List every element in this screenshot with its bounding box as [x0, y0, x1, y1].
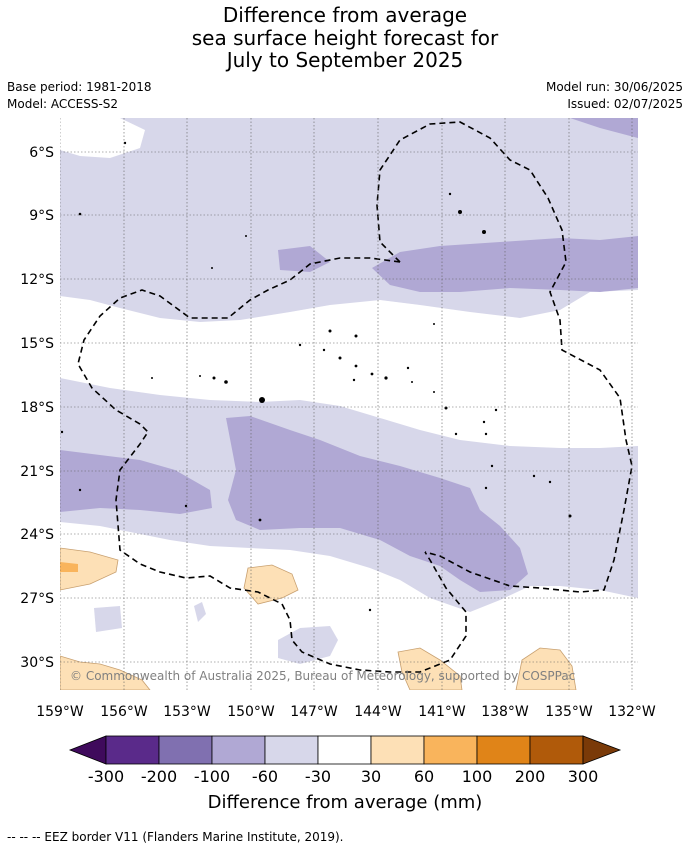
copyright-notice: © Commonwealth of Australia 2025, Bureau… [70, 669, 576, 683]
eez-borders [77, 121, 633, 673]
colorbar [68, 735, 622, 765]
base-period: Base period: 1981-2018 [7, 80, 152, 94]
colorbar-segment [423, 735, 478, 765]
issued-date: Issued: 02/07/2025 [567, 97, 683, 111]
colorbar-segment [264, 735, 319, 765]
map-plot-area [60, 118, 638, 690]
lon-label: 156°W [100, 704, 148, 720]
colorbar-segment [158, 735, 213, 765]
title-line-3: July to September 2025 [226, 48, 464, 72]
title-line-1: Difference from average [222, 3, 468, 27]
lon-label: 153°W [163, 704, 211, 720]
colorbar-tick: 200 [514, 767, 546, 786]
colorbar-extend-min [68, 735, 107, 765]
lon-label: 144°W [354, 704, 402, 720]
lat-label: 12°S [20, 272, 54, 288]
colorbar-segment [370, 735, 425, 765]
colorbar-tick: -30 [304, 767, 332, 786]
title-line-2: sea surface height forecast for [191, 25, 499, 50]
colorbar-tick: -200 [140, 767, 178, 786]
anomaly-medium-north [372, 236, 638, 292]
lon-label: 147°W [290, 704, 338, 720]
anomaly-positive-west [60, 547, 119, 591]
longitude-labels: 159°W 156°W 153°W 150°W 147°W 144°W 141°… [36, 704, 656, 720]
lon-label: 141°W [418, 704, 466, 720]
grid-lines [60, 118, 638, 690]
colorbar-tick: 60 [413, 767, 435, 786]
lat-label: 18°S [20, 400, 54, 416]
colorbar-segment [211, 735, 266, 765]
colorbar-tick: -300 [87, 767, 125, 786]
latitude-labels: 6°S 9°S 12°S 15°S 18°S 21°S 24°S 27°S 30… [20, 145, 54, 671]
colorbar-segment [317, 735, 372, 765]
lat-label: 6°S [29, 145, 54, 161]
lon-label: 150°W [227, 704, 275, 720]
colorbar-title: Difference from average (mm) [207, 792, 483, 813]
model-run: Model run: 30/06/2025 [545, 80, 683, 94]
meta-left: Base period: 1981-2018 Model: ACCESS-S2 [7, 79, 152, 113]
colorbar-tick: -100 [193, 767, 231, 786]
colorbar-tick: 300 [567, 767, 599, 786]
islands [60, 141, 572, 612]
colorbar-extend-max [582, 735, 622, 765]
lat-label: 21°S [20, 464, 54, 480]
colorbar-segment [529, 735, 584, 765]
lon-label: 135°W [545, 704, 593, 720]
colorbar-segment [105, 735, 160, 765]
lat-label: 30°S [20, 655, 54, 671]
colorbar-tick: 30 [360, 767, 382, 786]
model-name: Model: ACCESS-S2 [7, 97, 119, 111]
lat-label: 15°S [20, 336, 54, 352]
colorbar-tick: -60 [251, 767, 279, 786]
lon-label: 132°W [608, 704, 656, 720]
colorbar-segment [476, 735, 531, 765]
anomaly-medium-south [226, 416, 528, 592]
eez-footnote: -- -- -- EEZ border V11 (Flanders Marine… [7, 830, 344, 844]
map-title: Difference from average sea surface heig… [0, 4, 690, 72]
lat-label: 9°S [29, 208, 54, 224]
meta-right: Model run: 30/06/2025 Issued: 02/07/2025 [546, 79, 683, 113]
lon-label: 159°W [36, 704, 84, 720]
lat-label: 27°S [20, 591, 54, 607]
anomaly-light-north [60, 118, 638, 322]
colorbar-tick: 100 [461, 767, 493, 786]
lon-label: 138°W [481, 704, 529, 720]
lat-label: 24°S [20, 527, 54, 543]
